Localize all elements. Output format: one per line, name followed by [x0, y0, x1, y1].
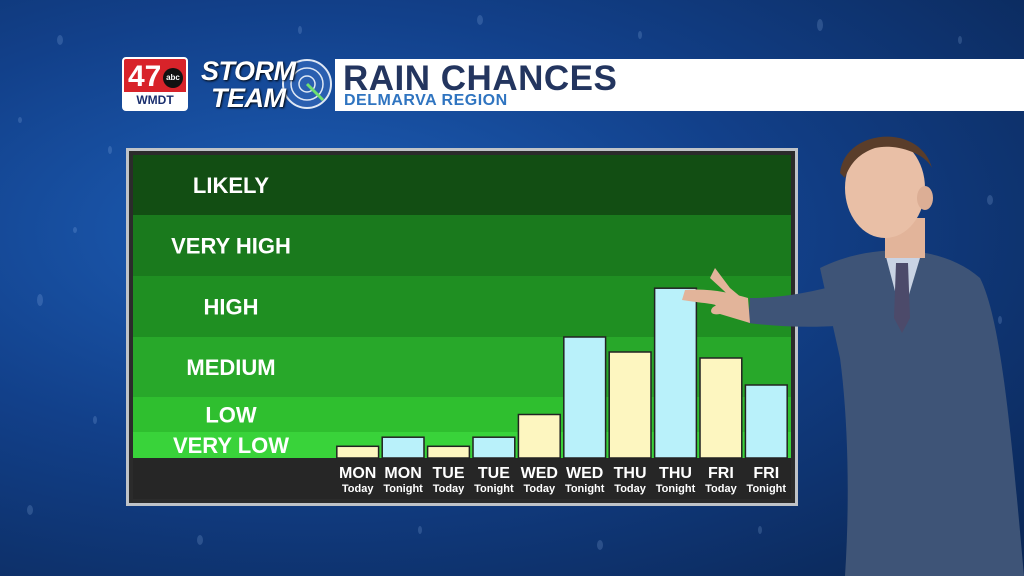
- x-tick-period: Today: [614, 483, 646, 495]
- storm-team-logo: STORM TEAM: [197, 54, 332, 114]
- level-label: LIKELY: [193, 173, 270, 198]
- x-tick-period: Today: [524, 483, 556, 495]
- bar: [608, 351, 652, 459]
- level-label: LOW: [205, 403, 257, 428]
- presenter-figure: [682, 136, 1024, 576]
- bar: [426, 445, 471, 459]
- level-label: VERY HIGH: [171, 234, 291, 259]
- level-band: [133, 155, 791, 215]
- x-label-strip: [133, 458, 791, 499]
- x-tick-period: Today: [705, 483, 737, 495]
- bar: [336, 445, 380, 459]
- x-tick-day: THU: [659, 465, 692, 482]
- radar-icon: [282, 59, 332, 109]
- x-tick-period: Tonight: [383, 483, 423, 495]
- network-logo: abc: [163, 68, 183, 88]
- brand-line-1: STORM: [201, 56, 296, 86]
- x-tick-period: Tonight: [565, 483, 605, 495]
- level-label: VERY LOW: [173, 433, 289, 458]
- x-tick-period: Today: [433, 483, 465, 495]
- bar: [699, 357, 743, 459]
- x-tick-day: WED: [566, 465, 603, 482]
- bar: [653, 287, 698, 459]
- bar: [381, 436, 425, 459]
- x-tick-day: FRI: [708, 465, 734, 482]
- x-tick-period: Tonight: [747, 483, 787, 495]
- call-sign: WMDT: [124, 92, 186, 109]
- page-subtitle: DELMARVA REGION: [344, 92, 508, 109]
- x-tick-period: Tonight: [656, 483, 696, 495]
- x-tick-day: FRI: [753, 465, 779, 482]
- page-title: RAIN CHANCES: [343, 59, 618, 98]
- level-band: [133, 215, 791, 276]
- x-tick-day: TUE: [433, 465, 465, 482]
- x-tick-day: TUE: [478, 465, 510, 482]
- bar: [563, 336, 607, 459]
- level-label: HIGH: [204, 295, 259, 320]
- level-label: MEDIUM: [186, 355, 275, 380]
- brand-line-2: TEAM: [211, 83, 286, 113]
- x-tick-day: WED: [521, 465, 558, 482]
- bar: [472, 436, 516, 459]
- x-tick-period: Tonight: [474, 483, 514, 495]
- station-number: 47: [128, 60, 162, 93]
- title-bar: RAIN CHANCES DELMARVA REGION: [335, 59, 1024, 111]
- x-tick-period: Today: [342, 483, 374, 495]
- x-tick-day: MON: [384, 465, 421, 482]
- bar: [517, 413, 561, 459]
- rain-chance-chart: LIKELY VERY HIGH HIGH MEDIUM LOW VERY LOW MON T…: [126, 148, 798, 506]
- x-tick-day: THU: [614, 465, 647, 482]
- bar: [744, 384, 788, 459]
- x-tick-day: MON: [339, 465, 376, 482]
- station-logo: 47 abc WMDT: [122, 57, 188, 111]
